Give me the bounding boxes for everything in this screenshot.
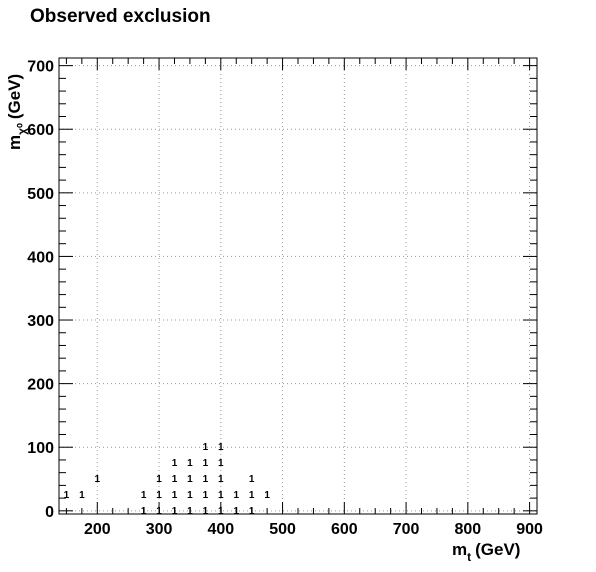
y-tick-label: 700	[27, 59, 54, 76]
data-point: 1	[218, 506, 224, 517]
x-tick-label: 600	[331, 521, 358, 538]
data-point: 1	[172, 474, 178, 485]
y-tick-label: 600	[27, 122, 54, 139]
data-point: 1	[203, 506, 209, 517]
data-point: 1	[187, 490, 193, 501]
y-tick-label: 100	[27, 440, 54, 457]
data-point: 1	[218, 458, 224, 469]
data-point: 1	[203, 490, 209, 501]
y-tick-label: 0	[45, 504, 54, 521]
x-tick-label: 200	[84, 521, 111, 538]
data-point: 1	[264, 490, 270, 501]
data-point: 1	[141, 506, 147, 517]
data-point: 1	[218, 442, 224, 453]
axis-ticks	[59, 58, 537, 514]
y-axis-title: mχ⁰ (GeV)	[5, 74, 29, 150]
chart-title: Observed exclusion	[30, 6, 211, 27]
plot-frame	[58, 57, 538, 515]
tick-labels: 200 300 400 500 600 700 800 900 0 100 200 300 400 500…	[27, 59, 543, 538]
data-point: 1	[95, 474, 101, 485]
x-axis-title-main: m	[452, 540, 467, 559]
y-tick-label: 400	[27, 249, 54, 266]
data-point: 1	[203, 442, 209, 453]
data-point: 1	[156, 490, 162, 501]
x-axis-title: mt (GeV)	[452, 540, 520, 564]
x-tick-label: 500	[269, 521, 296, 538]
y-tick-label: 300	[27, 313, 54, 330]
data-point: 1	[156, 474, 162, 485]
data-point: 1	[141, 490, 147, 501]
data-point: 1	[172, 490, 178, 501]
data-point: 1	[156, 506, 162, 517]
y-axis-title-main: m	[5, 135, 24, 150]
data-point: 1	[218, 490, 224, 501]
x-tick-label: 800	[454, 521, 481, 538]
x-axis-title-sub: t	[467, 550, 471, 564]
data-point: 1	[172, 458, 178, 469]
data-point: 1	[172, 506, 178, 517]
y-tick-label: 200	[27, 377, 54, 394]
y-axis-title-unit: (GeV)	[5, 74, 24, 119]
y-tick-label: 500	[27, 186, 54, 203]
grid	[59, 58, 537, 514]
data-point: 1	[218, 474, 224, 485]
x-axis-title-unit: (GeV)	[475, 540, 520, 559]
data-point: 1	[233, 490, 239, 501]
data-point: 1	[249, 490, 255, 501]
y-axis-title-sub: χ⁰	[15, 123, 29, 135]
data-point: 1	[79, 490, 85, 501]
data-point: 1	[187, 474, 193, 485]
x-tick-label: 700	[393, 521, 420, 538]
data-point: 1	[249, 506, 255, 517]
data-point: 1	[203, 474, 209, 485]
x-tick-label: 300	[146, 521, 173, 538]
data-point: 1	[187, 506, 193, 517]
data-point: 1	[64, 490, 70, 501]
x-tick-label: 400	[207, 521, 234, 538]
data-point: 1	[187, 458, 193, 469]
data-point: 1	[249, 474, 255, 485]
data-point: 1	[233, 506, 239, 517]
x-tick-label: 900	[516, 521, 543, 538]
data-point: 1	[203, 458, 209, 469]
